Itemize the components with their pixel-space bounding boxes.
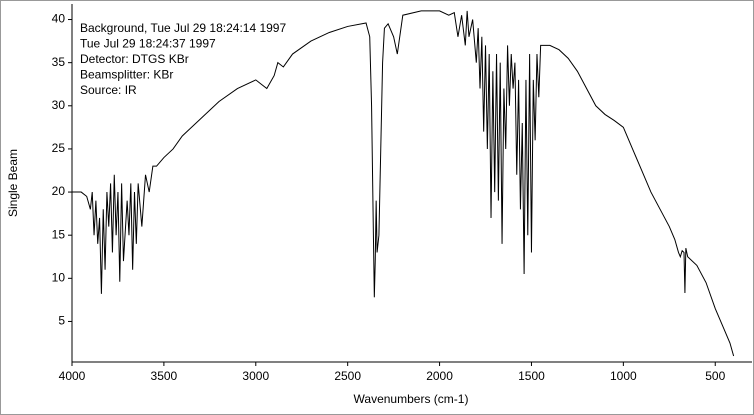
annotation: Tue Jul 29 18:24:37 1997 [80,37,216,51]
x-tick-label: 3500 [151,369,178,383]
y-tick-label: 20 [52,184,66,198]
x-tick-label: 3000 [242,369,269,383]
spectrum-line [72,10,735,357]
annotation: Source: IR [80,83,137,97]
y-tick-label: 25 [52,141,66,155]
y-tick-label: 30 [52,98,66,112]
x-tick-label: 500 [705,369,725,383]
x-tick-label: 1000 [610,369,637,383]
y-tick-label: 10 [52,270,66,284]
x-tick-label: 2000 [426,369,453,383]
x-tick-label: 1500 [518,369,545,383]
annotation: Background, Tue Jul 29 18:24:14 1997 [80,21,286,35]
x-tick-label: 2500 [334,369,361,383]
y-tick-label: 40 [52,12,66,26]
x-axis-label: Wavenumbers (cm-1) [354,392,469,406]
x-tick-label: 4000 [59,369,86,383]
y-tick-label: 5 [58,314,65,328]
y-tick-label: 15 [52,227,66,241]
y-axis-label: Single Beam [6,149,20,217]
y-tick-label: 35 [52,55,66,69]
annotation: Beamsplitter: KBr [80,68,173,82]
annotation: Detector: DTGS KBr [80,52,189,66]
